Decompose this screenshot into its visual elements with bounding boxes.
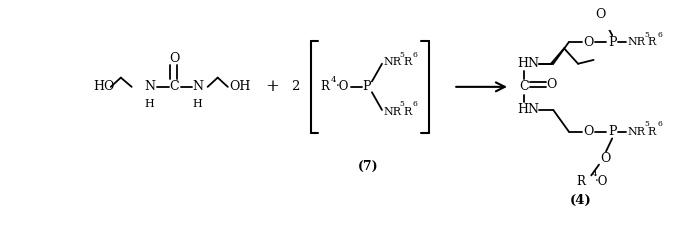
Text: P: P: [363, 80, 371, 93]
Text: O: O: [547, 78, 557, 91]
Text: O: O: [584, 36, 594, 49]
Text: NR: NR: [628, 37, 645, 47]
Text: R: R: [403, 107, 411, 117]
Text: HN: HN: [517, 104, 540, 117]
Text: 5: 5: [399, 51, 404, 59]
Text: ·O: ·O: [336, 80, 349, 93]
Text: O: O: [584, 125, 594, 138]
Text: 6: 6: [412, 51, 417, 59]
Text: P: P: [608, 125, 617, 138]
Text: OH: OH: [230, 80, 251, 93]
Text: 4: 4: [592, 171, 596, 179]
Text: HN: HN: [517, 57, 540, 70]
Text: +: +: [265, 78, 279, 95]
Text: (7): (7): [358, 160, 379, 173]
Text: C: C: [169, 80, 179, 93]
Text: N: N: [144, 80, 155, 93]
Text: NR: NR: [384, 57, 402, 67]
Text: ·O: ·O: [595, 175, 608, 188]
Text: O: O: [169, 52, 179, 65]
Text: 6: 6: [657, 31, 662, 39]
Text: P: P: [608, 36, 617, 49]
Text: C: C: [519, 80, 528, 93]
Text: R: R: [577, 175, 585, 188]
Text: R: R: [648, 37, 656, 47]
Text: R: R: [403, 57, 411, 67]
Text: R: R: [320, 80, 329, 93]
Text: 5: 5: [644, 31, 649, 39]
Text: R: R: [648, 126, 656, 136]
Text: 5: 5: [399, 100, 404, 108]
Text: H: H: [193, 99, 202, 109]
Text: NR: NR: [384, 107, 402, 117]
Text: N: N: [192, 80, 203, 93]
Text: HO: HO: [94, 80, 115, 93]
Text: (4): (4): [570, 193, 592, 207]
Text: O: O: [596, 8, 605, 21]
Text: 2: 2: [291, 80, 300, 93]
Text: NR: NR: [628, 126, 645, 136]
Text: 6: 6: [657, 121, 662, 128]
Text: O: O: [600, 152, 610, 165]
Text: 4: 4: [331, 76, 337, 84]
Text: 6: 6: [412, 100, 417, 108]
Text: 5: 5: [644, 121, 649, 128]
Text: H: H: [145, 99, 155, 109]
